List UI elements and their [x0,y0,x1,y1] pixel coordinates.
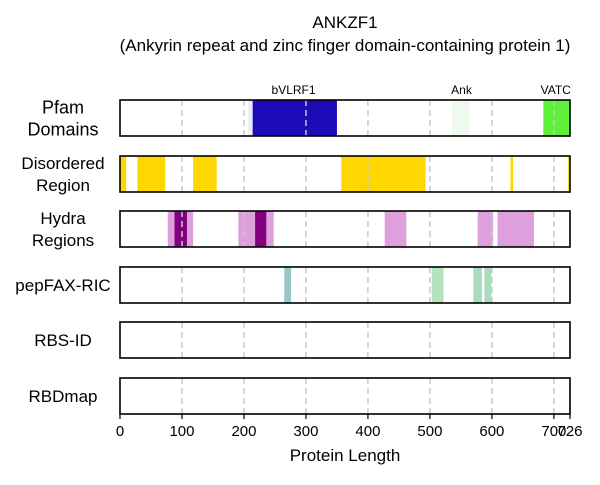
track-0-frame [119,99,571,137]
track-label-2-line-0: Hydra [40,209,86,228]
track-1-frame [119,155,571,193]
track-0-segment-0 [248,100,253,136]
track-1-segment-0 [120,156,127,192]
track-2-segment-4 [384,211,407,247]
track-label-4: RBS-ID [34,331,92,350]
track-label-0-line-1: Domains [27,119,98,139]
track-0-segment-1 [252,100,337,136]
x-tick-label-1: 100 [169,423,194,440]
track-2-segment-1 [174,211,187,247]
track-label-1-line-0: Disordered [21,154,104,173]
x-tick-label-2: 200 [231,423,256,440]
track-4-frame [119,321,571,359]
track-label-1-line-1: Region [36,176,90,195]
track-1: Disordered Region [21,154,571,195]
track-label-2: Hydra Regions [32,209,94,250]
track-label-5: RBDmap [29,387,98,406]
track-3-segment-2 [473,267,482,303]
track-0-segment-3 [543,100,570,136]
x-tick-label-4: 400 [355,423,380,440]
track-3-segment-3 [484,267,492,303]
track-5-frame [119,377,571,415]
x-tick-label-8: 726 [557,423,582,440]
x-tick-label-3: 300 [293,423,318,440]
track-label-0-line-0: Pfam [42,97,84,117]
track-1-segment-3 [341,156,426,192]
track-label-0: Pfam Domains [27,97,98,139]
track-2-segment-6 [497,211,535,247]
track-1-segment-2 [193,156,217,192]
track-label-4-line-0: RBS-ID [34,331,92,350]
chart-subtitle: (Ankyrin repeat and zinc finger domain-c… [120,36,571,55]
track-2-frame [119,210,571,248]
chart-title: ANKZF1 [312,13,377,32]
track-label-1: Disordered Region [21,154,104,195]
track-0-segment-2 [452,100,471,136]
x-axis-label: Protein Length [290,446,401,465]
track-1-segment-1 [137,156,166,192]
track-3-segment-0 [284,267,292,303]
track-3: pepFAX-RIC [15,266,571,304]
track-0: Pfam Domains bVLRF1 Ank VATC [27,83,571,139]
track-1-segment-5 [568,156,570,192]
x-tick-label-5: 500 [417,423,442,440]
track-5: RBDmap [29,377,571,415]
track-2-segment-3 [255,211,267,247]
track-label-3: pepFAX-RIC [15,276,110,295]
track-0-annotation-1: Ank [451,83,473,97]
track-label-5-line-0: RBDmap [29,387,98,406]
track-3-segment-1 [431,267,444,303]
track-label-2-line-1: Regions [32,231,94,250]
track-0-annotation-2: VATC [541,83,572,97]
x-tick-label-6: 600 [479,423,504,440]
track-4: RBS-ID [34,321,571,359]
x-tick-label-7: 700 [541,423,566,440]
tracks-group: Pfam Domains bVLRF1 Ank VATC Disordered Region… [15,83,571,415]
x-tick-label-0: 0 [116,423,124,440]
track-1-segment-4 [510,156,513,192]
track-0-annotation-0: bVLRF1 [272,83,316,97]
track-2: Hydra Regions [32,209,571,250]
track-label-3-line-0: pepFAX-RIC [15,276,110,295]
track-2-segment-5 [477,211,494,247]
track-3-frame [119,266,571,304]
